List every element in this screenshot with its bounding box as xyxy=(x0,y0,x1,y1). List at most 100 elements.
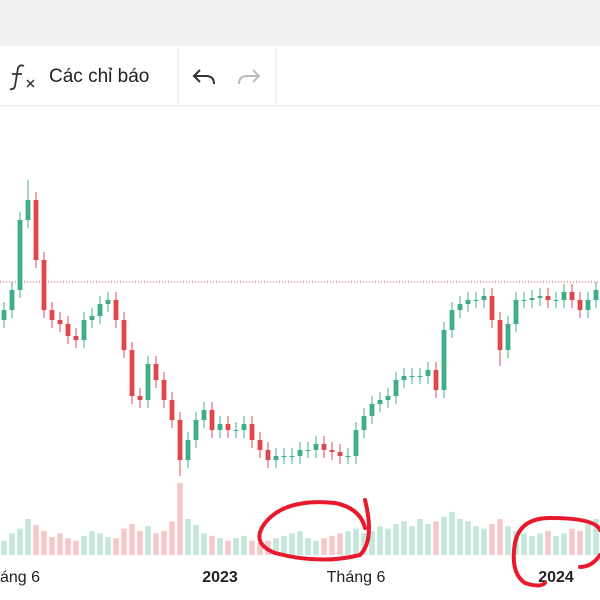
hand-circle xyxy=(257,498,371,562)
volume-bar xyxy=(369,531,375,555)
volume-bar xyxy=(577,531,583,555)
volume-bar xyxy=(9,533,15,555)
candle-body xyxy=(513,300,519,324)
candle-body xyxy=(33,200,39,260)
candle-body xyxy=(385,396,391,400)
candle-body xyxy=(441,330,447,390)
volume-bar xyxy=(113,538,119,555)
volume-bar xyxy=(457,519,463,555)
volume-bar xyxy=(257,543,263,555)
candle-body xyxy=(129,350,135,396)
candle-body xyxy=(289,456,295,457)
volume-bar xyxy=(553,535,559,555)
volume-bar xyxy=(193,525,199,555)
candle-body xyxy=(593,290,599,300)
volume-bar xyxy=(377,526,383,555)
candle-body xyxy=(401,376,407,380)
candle-body xyxy=(489,296,495,320)
volume-bar xyxy=(361,533,367,555)
candle-body xyxy=(361,416,367,430)
volume-bar xyxy=(521,533,527,555)
candle-body xyxy=(449,310,455,330)
candle-body xyxy=(153,364,159,380)
volume-bar xyxy=(177,483,183,555)
candle-body xyxy=(113,300,119,320)
volume-bar xyxy=(169,521,175,555)
candle-body xyxy=(273,456,279,460)
candle-body xyxy=(145,364,151,400)
candle-body xyxy=(161,380,167,400)
candle-body xyxy=(545,296,551,300)
x-axis-label: áng 6 xyxy=(0,569,40,586)
volume-bar xyxy=(297,531,303,555)
top-bar xyxy=(0,0,600,46)
volume-bar xyxy=(473,526,479,555)
volume-bar xyxy=(49,537,55,555)
candle-body xyxy=(505,324,511,350)
candle-body xyxy=(185,440,191,460)
volume-bar xyxy=(217,538,223,555)
volume-bar xyxy=(545,531,551,555)
candle-body xyxy=(81,320,87,340)
candle-body xyxy=(121,320,127,350)
candle-body xyxy=(137,396,143,400)
volume-bar xyxy=(537,533,543,555)
undo-button[interactable] xyxy=(192,69,215,85)
candle-body xyxy=(49,310,55,320)
hand-circle xyxy=(511,515,600,588)
volume-bar xyxy=(81,535,87,555)
volume-bar xyxy=(465,521,471,555)
volume-bar xyxy=(137,531,143,555)
candle-body xyxy=(57,320,63,324)
candle-body xyxy=(1,310,7,320)
candle-body xyxy=(41,260,47,310)
indicators-button[interactable]: Các chỉ báo xyxy=(9,64,149,91)
volume-bar xyxy=(145,526,151,555)
candle-body xyxy=(209,410,215,430)
candle-body xyxy=(321,444,327,450)
toolbar xyxy=(0,46,600,106)
volume-bar xyxy=(41,531,47,555)
candle-body xyxy=(265,450,271,460)
candle-body xyxy=(409,376,415,377)
volume-bar xyxy=(273,538,279,555)
volume-bar xyxy=(337,533,343,555)
candle-body xyxy=(569,292,575,300)
candle-body xyxy=(233,430,239,431)
volume-bar xyxy=(89,531,95,555)
volume-bar xyxy=(409,526,415,555)
volume-bar xyxy=(225,540,231,555)
volume-bar xyxy=(561,533,567,555)
x-axis-label: 2024 xyxy=(538,569,574,586)
volume-bar xyxy=(33,525,39,555)
x-axis-label: Tháng 6 xyxy=(327,569,386,586)
volume-bar xyxy=(289,533,295,555)
candle-body xyxy=(105,300,111,304)
volume-bar xyxy=(585,523,591,555)
candle-body xyxy=(225,424,231,430)
candle-body xyxy=(577,300,583,310)
volume-bar xyxy=(425,523,431,555)
volume-bar xyxy=(233,538,239,555)
candle-body xyxy=(329,450,335,452)
candle-body xyxy=(337,452,343,456)
volume-bar xyxy=(449,511,455,555)
volume-bar xyxy=(569,528,575,555)
volume-bar xyxy=(105,537,111,555)
volume-bar xyxy=(497,519,503,555)
volume-bar xyxy=(529,535,535,555)
redo-button[interactable] xyxy=(238,69,261,85)
volume-bar xyxy=(321,538,327,555)
volume-bar xyxy=(121,528,127,555)
candle-body xyxy=(433,370,439,390)
indicators-label: Các chỉ báo xyxy=(49,66,149,87)
volume-bar xyxy=(201,533,207,555)
candle-body xyxy=(257,440,263,450)
volume-bar xyxy=(417,519,423,555)
volume-bar xyxy=(241,535,247,555)
candle-body xyxy=(561,292,567,300)
candle-body xyxy=(553,300,559,301)
volume-bar xyxy=(25,519,31,555)
